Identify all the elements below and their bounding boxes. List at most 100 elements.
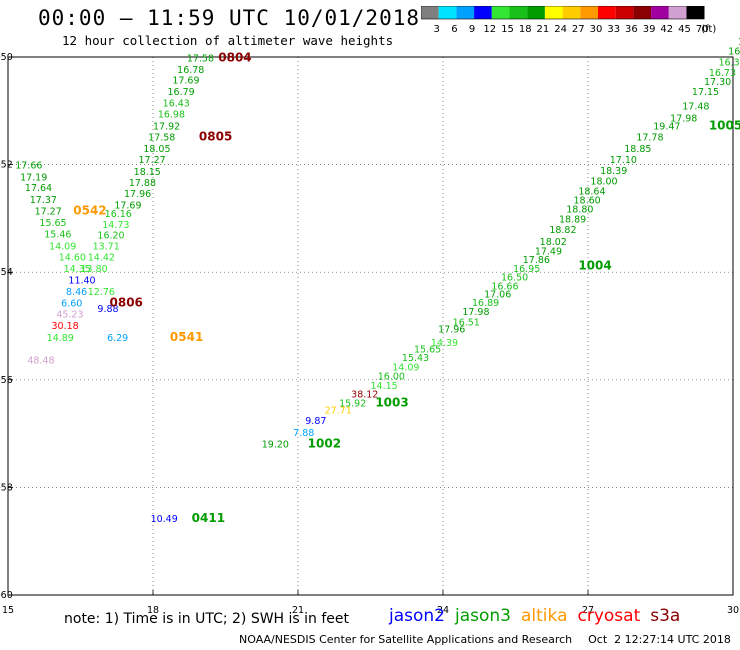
wave-height-label: 16.80 xyxy=(728,47,740,58)
colorbar-tick: 42 xyxy=(660,24,673,35)
wave-height-label: 17.98 xyxy=(462,307,489,318)
lon-tick-label: 27 xyxy=(582,605,594,616)
note-text: note: 1) Time is in UTC; 2) SWH is in fe… xyxy=(64,611,350,627)
wave-height-label: 7.88 xyxy=(293,428,314,439)
satellite-cryosat: cryosat xyxy=(577,606,641,626)
wave-height-label: 17.63 xyxy=(738,37,740,48)
colorbar-swatch xyxy=(456,6,475,19)
colorbar-swatch xyxy=(474,6,492,19)
pass-time-label: 1005 xyxy=(709,118,740,132)
colorbar-tick: 15 xyxy=(501,24,514,35)
satellite-jason3: jason3 xyxy=(455,606,511,626)
wave-height-label: 18.85 xyxy=(624,144,651,155)
wave-height-label: 15.65 xyxy=(39,218,66,229)
wave-height-label: 14.89 xyxy=(47,333,74,344)
wave-height-label: 19.20 xyxy=(262,439,289,450)
wave-height-label: 17.06 xyxy=(484,290,511,301)
wave-height-label: 13.80 xyxy=(81,264,108,275)
footer: NOAA/NESDIS Center for Satellite Applica… xyxy=(239,633,731,646)
wave-height-label: 9.87 xyxy=(305,416,326,427)
wave-height-label: 12.76 xyxy=(88,287,115,298)
footer-date: Oct 2 12:27:14 UTC 2018 xyxy=(588,633,731,646)
colorbar-swatch xyxy=(668,6,687,19)
wave-height-label: 18.89 xyxy=(559,214,586,225)
satellite-legend: jason2 jason3 altika cryosat s3a xyxy=(389,606,690,626)
wave-height-label: 17.64 xyxy=(25,183,52,194)
colorbar-tick: 9 xyxy=(469,24,475,35)
wave-height-label: 30.18 xyxy=(52,321,79,332)
colorbar-tick: 30 xyxy=(590,24,603,35)
wave-height-label: 16.51 xyxy=(453,318,480,329)
wave-height-label: 45.23 xyxy=(56,310,83,321)
wave-height-label: 16.95 xyxy=(513,264,540,275)
wave-height-label: 16.20 xyxy=(97,231,124,242)
colorbar-swatch xyxy=(615,6,634,19)
lon-tick-label: 15 xyxy=(2,605,14,616)
wave-height-label: 17.96 xyxy=(124,189,151,200)
wave-height-label: 17.27 xyxy=(35,206,62,217)
wave-height-label: 16.66 xyxy=(491,282,518,293)
wave-height-label: 14.39 xyxy=(431,338,458,349)
satellite-s3a: s3a xyxy=(650,606,681,626)
wave-height-label: 15.46 xyxy=(44,229,71,240)
wave-height-label: 6.29 xyxy=(107,333,128,344)
lon-tick-label: 21 xyxy=(292,605,304,616)
colorbar-tick: 33 xyxy=(607,24,620,35)
wave-height-label: 16.43 xyxy=(163,99,190,110)
colorbar-swatch xyxy=(421,6,439,19)
colorbar-tick: 21 xyxy=(537,24,550,35)
colorbar-tick: 70 xyxy=(696,24,709,35)
colorbar-swatch xyxy=(598,6,616,19)
wave-height-label: 17.48 xyxy=(682,101,709,112)
wave-height-label: 6.60 xyxy=(61,298,82,309)
wave-height-label: 15.43 xyxy=(402,353,429,364)
pass-time-label: 1003 xyxy=(375,395,408,409)
footer-credit: NOAA/NESDIS Center for Satellite Applica… xyxy=(239,633,573,646)
wave-height-label: 17.86 xyxy=(523,255,550,266)
colorbar-tick: 12 xyxy=(483,24,496,35)
wave-height-label: 18.64 xyxy=(578,186,605,197)
wave-height-label: 18.05 xyxy=(143,144,170,155)
wave-height-label: 17.58 xyxy=(187,54,214,65)
colorbar-swatch xyxy=(509,6,528,19)
colorbar-swatch xyxy=(544,6,563,19)
pass-time-label: 0541 xyxy=(170,330,203,344)
wave-height-label: 13.71 xyxy=(93,241,120,252)
pass-time-label: 1002 xyxy=(308,436,341,450)
pass-time-label: 0804 xyxy=(218,51,251,65)
wave-height-label: 14.60 xyxy=(59,253,86,264)
lon-tick-label: 24 xyxy=(437,605,449,616)
wave-height-label: 17.69 xyxy=(172,76,199,87)
colorbar-tick: 18 xyxy=(519,24,532,35)
wave-height-label: 19.47 xyxy=(653,121,680,132)
wave-height-label: 18.00 xyxy=(590,177,617,188)
lon-tick-label: 30 xyxy=(727,605,739,616)
wave-height-label: 16.78 xyxy=(177,65,204,76)
wave-height-label: 15.65 xyxy=(414,345,441,356)
wave-height-label: 14.09 xyxy=(392,362,419,373)
wave-height-label: 18.39 xyxy=(600,166,627,177)
satellite-jason2: jason2 xyxy=(389,606,445,626)
pass-time-label: 0805 xyxy=(199,130,232,144)
wave-height-label: 16.73 xyxy=(709,68,736,79)
colorbar-tick: 36 xyxy=(625,24,638,35)
colorbar-swatch xyxy=(633,6,652,19)
colorbar-swatch xyxy=(686,6,705,19)
wave-height-label: 18.80 xyxy=(566,205,593,216)
wave-height-label: 16.98 xyxy=(158,109,185,120)
colorbar-swatch xyxy=(527,6,545,19)
satellite-altika: altika xyxy=(521,606,568,626)
wave-height-label: 17.98 xyxy=(670,113,697,124)
colorbar-tick: 24 xyxy=(554,24,567,35)
wave-height-label: 16.39 xyxy=(719,57,740,68)
lat-tick-label: -56 xyxy=(0,375,13,386)
colorbar-swatch xyxy=(562,6,581,19)
colorbar-swatch xyxy=(438,6,457,19)
wave-height-label: 48.48 xyxy=(27,355,54,366)
pass-time-label: 1004 xyxy=(578,259,611,273)
wave-height-label: 8.46 xyxy=(66,287,87,298)
wave-height-label: 38.12 xyxy=(351,389,378,400)
lon-tick-label: 18 xyxy=(147,605,159,616)
lat-tick-label: -54 xyxy=(0,267,13,278)
